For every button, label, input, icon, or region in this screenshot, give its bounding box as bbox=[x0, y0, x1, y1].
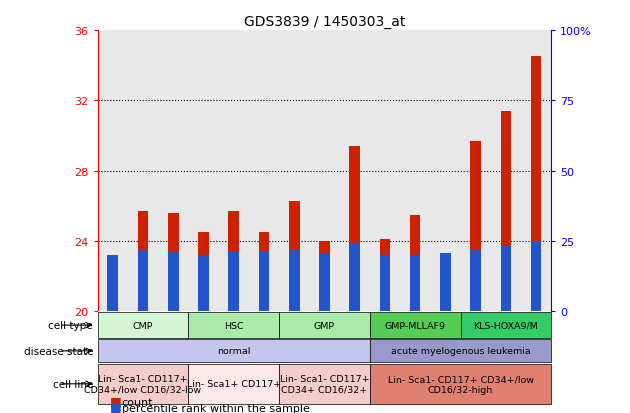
Text: Lin- Sca1+ CD117+: Lin- Sca1+ CD117+ bbox=[186, 380, 281, 388]
Bar bbox=[531, 242, 541, 312]
Bar bbox=[380, 240, 390, 312]
Bar bbox=[188, 364, 279, 404]
Bar bbox=[188, 312, 279, 338]
Bar bbox=[198, 256, 209, 312]
Title: GDS3839 / 1450303_at: GDS3839 / 1450303_at bbox=[244, 14, 405, 28]
Text: Lin- Sca1- CD117+ CD34+/low
CD16/32-high: Lin- Sca1- CD117+ CD34+/low CD16/32-high bbox=[387, 374, 534, 394]
Bar bbox=[340, 31, 370, 312]
Text: count: count bbox=[122, 397, 153, 407]
Bar bbox=[350, 147, 360, 312]
Bar bbox=[168, 252, 178, 312]
Bar bbox=[410, 215, 420, 312]
Bar bbox=[370, 312, 461, 338]
Bar bbox=[440, 270, 450, 312]
Bar bbox=[501, 247, 511, 312]
Bar bbox=[309, 31, 340, 312]
Bar bbox=[400, 31, 430, 312]
Bar bbox=[259, 233, 269, 312]
Bar bbox=[229, 252, 239, 312]
Bar bbox=[521, 31, 551, 312]
Text: percentile rank within the sample: percentile rank within the sample bbox=[122, 403, 309, 413]
Bar bbox=[138, 250, 148, 312]
Bar bbox=[461, 31, 491, 312]
Bar bbox=[289, 250, 299, 312]
Text: Lin- Sca1- CD117+
CD34+/low CD16/32-low: Lin- Sca1- CD117+ CD34+/low CD16/32-low bbox=[84, 374, 202, 394]
Bar bbox=[370, 364, 551, 404]
Bar bbox=[108, 256, 118, 312]
Bar bbox=[229, 212, 239, 312]
Text: GMP: GMP bbox=[314, 321, 335, 330]
Text: acute myelogenous leukemia: acute myelogenous leukemia bbox=[391, 347, 530, 356]
Bar bbox=[158, 31, 188, 312]
Text: cell type: cell type bbox=[49, 320, 93, 330]
Bar bbox=[98, 364, 188, 404]
Bar bbox=[370, 339, 551, 363]
Bar bbox=[430, 31, 461, 312]
Bar bbox=[461, 312, 551, 338]
Bar bbox=[319, 242, 329, 312]
Text: normal: normal bbox=[217, 347, 250, 356]
Bar bbox=[249, 31, 279, 312]
Bar bbox=[370, 31, 400, 312]
Text: Lin- Sca1- CD117+
CD34+ CD16/32+: Lin- Sca1- CD117+ CD34+ CD16/32+ bbox=[280, 374, 369, 394]
Bar bbox=[259, 252, 269, 312]
Bar bbox=[531, 57, 541, 312]
Bar bbox=[98, 312, 188, 338]
Bar bbox=[138, 212, 148, 312]
Bar bbox=[410, 256, 420, 312]
Text: CMP: CMP bbox=[133, 321, 153, 330]
Text: GMP-MLLAF9: GMP-MLLAF9 bbox=[385, 321, 445, 330]
Bar bbox=[128, 31, 158, 312]
Bar bbox=[289, 201, 299, 312]
Bar bbox=[319, 254, 329, 312]
Bar bbox=[380, 256, 390, 312]
Bar bbox=[471, 142, 481, 312]
Bar bbox=[168, 214, 178, 312]
Bar bbox=[279, 312, 370, 338]
Text: ■: ■ bbox=[110, 394, 122, 407]
Text: cell line: cell line bbox=[53, 379, 93, 389]
Text: ■: ■ bbox=[110, 400, 122, 413]
Text: disease state: disease state bbox=[23, 346, 93, 356]
Bar bbox=[219, 31, 249, 312]
Bar bbox=[279, 364, 370, 404]
Text: HSC: HSC bbox=[224, 321, 244, 330]
Bar bbox=[491, 31, 521, 312]
Bar bbox=[188, 31, 219, 312]
Bar bbox=[108, 271, 118, 312]
Bar bbox=[471, 250, 481, 312]
Bar bbox=[350, 243, 360, 312]
Text: KLS-HOXA9/M: KLS-HOXA9/M bbox=[474, 321, 538, 330]
Bar bbox=[501, 112, 511, 312]
Bar bbox=[198, 233, 209, 312]
Bar bbox=[279, 31, 309, 312]
Bar bbox=[98, 31, 128, 312]
Bar bbox=[440, 254, 450, 312]
Bar bbox=[98, 339, 370, 363]
